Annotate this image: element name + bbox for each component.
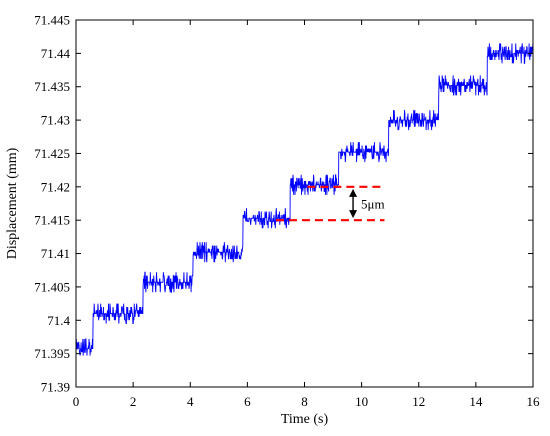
arrow-head-down (349, 210, 358, 219)
x-tick-label: 6 (244, 394, 251, 409)
x-tick-label: 4 (187, 394, 194, 409)
x-tick-label: 8 (301, 394, 308, 409)
y-tick-label: 71.41 (41, 246, 70, 261)
displacement-series-line (76, 43, 533, 356)
arrow-head-up (349, 188, 358, 197)
x-tick-label: 10 (355, 394, 368, 409)
x-tick-label: 0 (73, 394, 80, 409)
tick-layer: 0 2 4 6 8 10 12 14 16 71.39 71.395 71.4 71.405 71.41 7… (34, 13, 540, 410)
y-tick-label: 71.445 (34, 13, 70, 28)
y-tick-label: 71.435 (34, 79, 70, 94)
x-tick-label: 12 (412, 394, 425, 409)
y-tick-label: 71.43 (41, 113, 70, 128)
x-tick-label: 16 (527, 394, 541, 409)
y-tick-label: 71.425 (34, 146, 70, 161)
y-tick-label: 71.405 (34, 279, 70, 294)
plot-frame (75, 19, 534, 388)
x-axis-title: Time (s) (281, 412, 329, 427)
y-tick-label: 71.4 (47, 313, 70, 328)
y-tick-label: 71.39 (41, 380, 70, 395)
x-tick-label: 2 (130, 394, 137, 409)
y-tick-label: 71.42 (41, 179, 70, 194)
y-tick-label: 71.395 (34, 346, 70, 361)
y-axis-title: Displacement (mm) (5, 147, 20, 259)
signal-layer (76, 43, 533, 356)
step-size-label: 5μm (361, 197, 385, 212)
x-tick-label: 14 (469, 394, 483, 409)
y-tick-label: 71.44 (41, 46, 71, 61)
y-tick-label: 71.415 (34, 213, 70, 228)
annotation-layer: 5μm (275, 185, 385, 222)
